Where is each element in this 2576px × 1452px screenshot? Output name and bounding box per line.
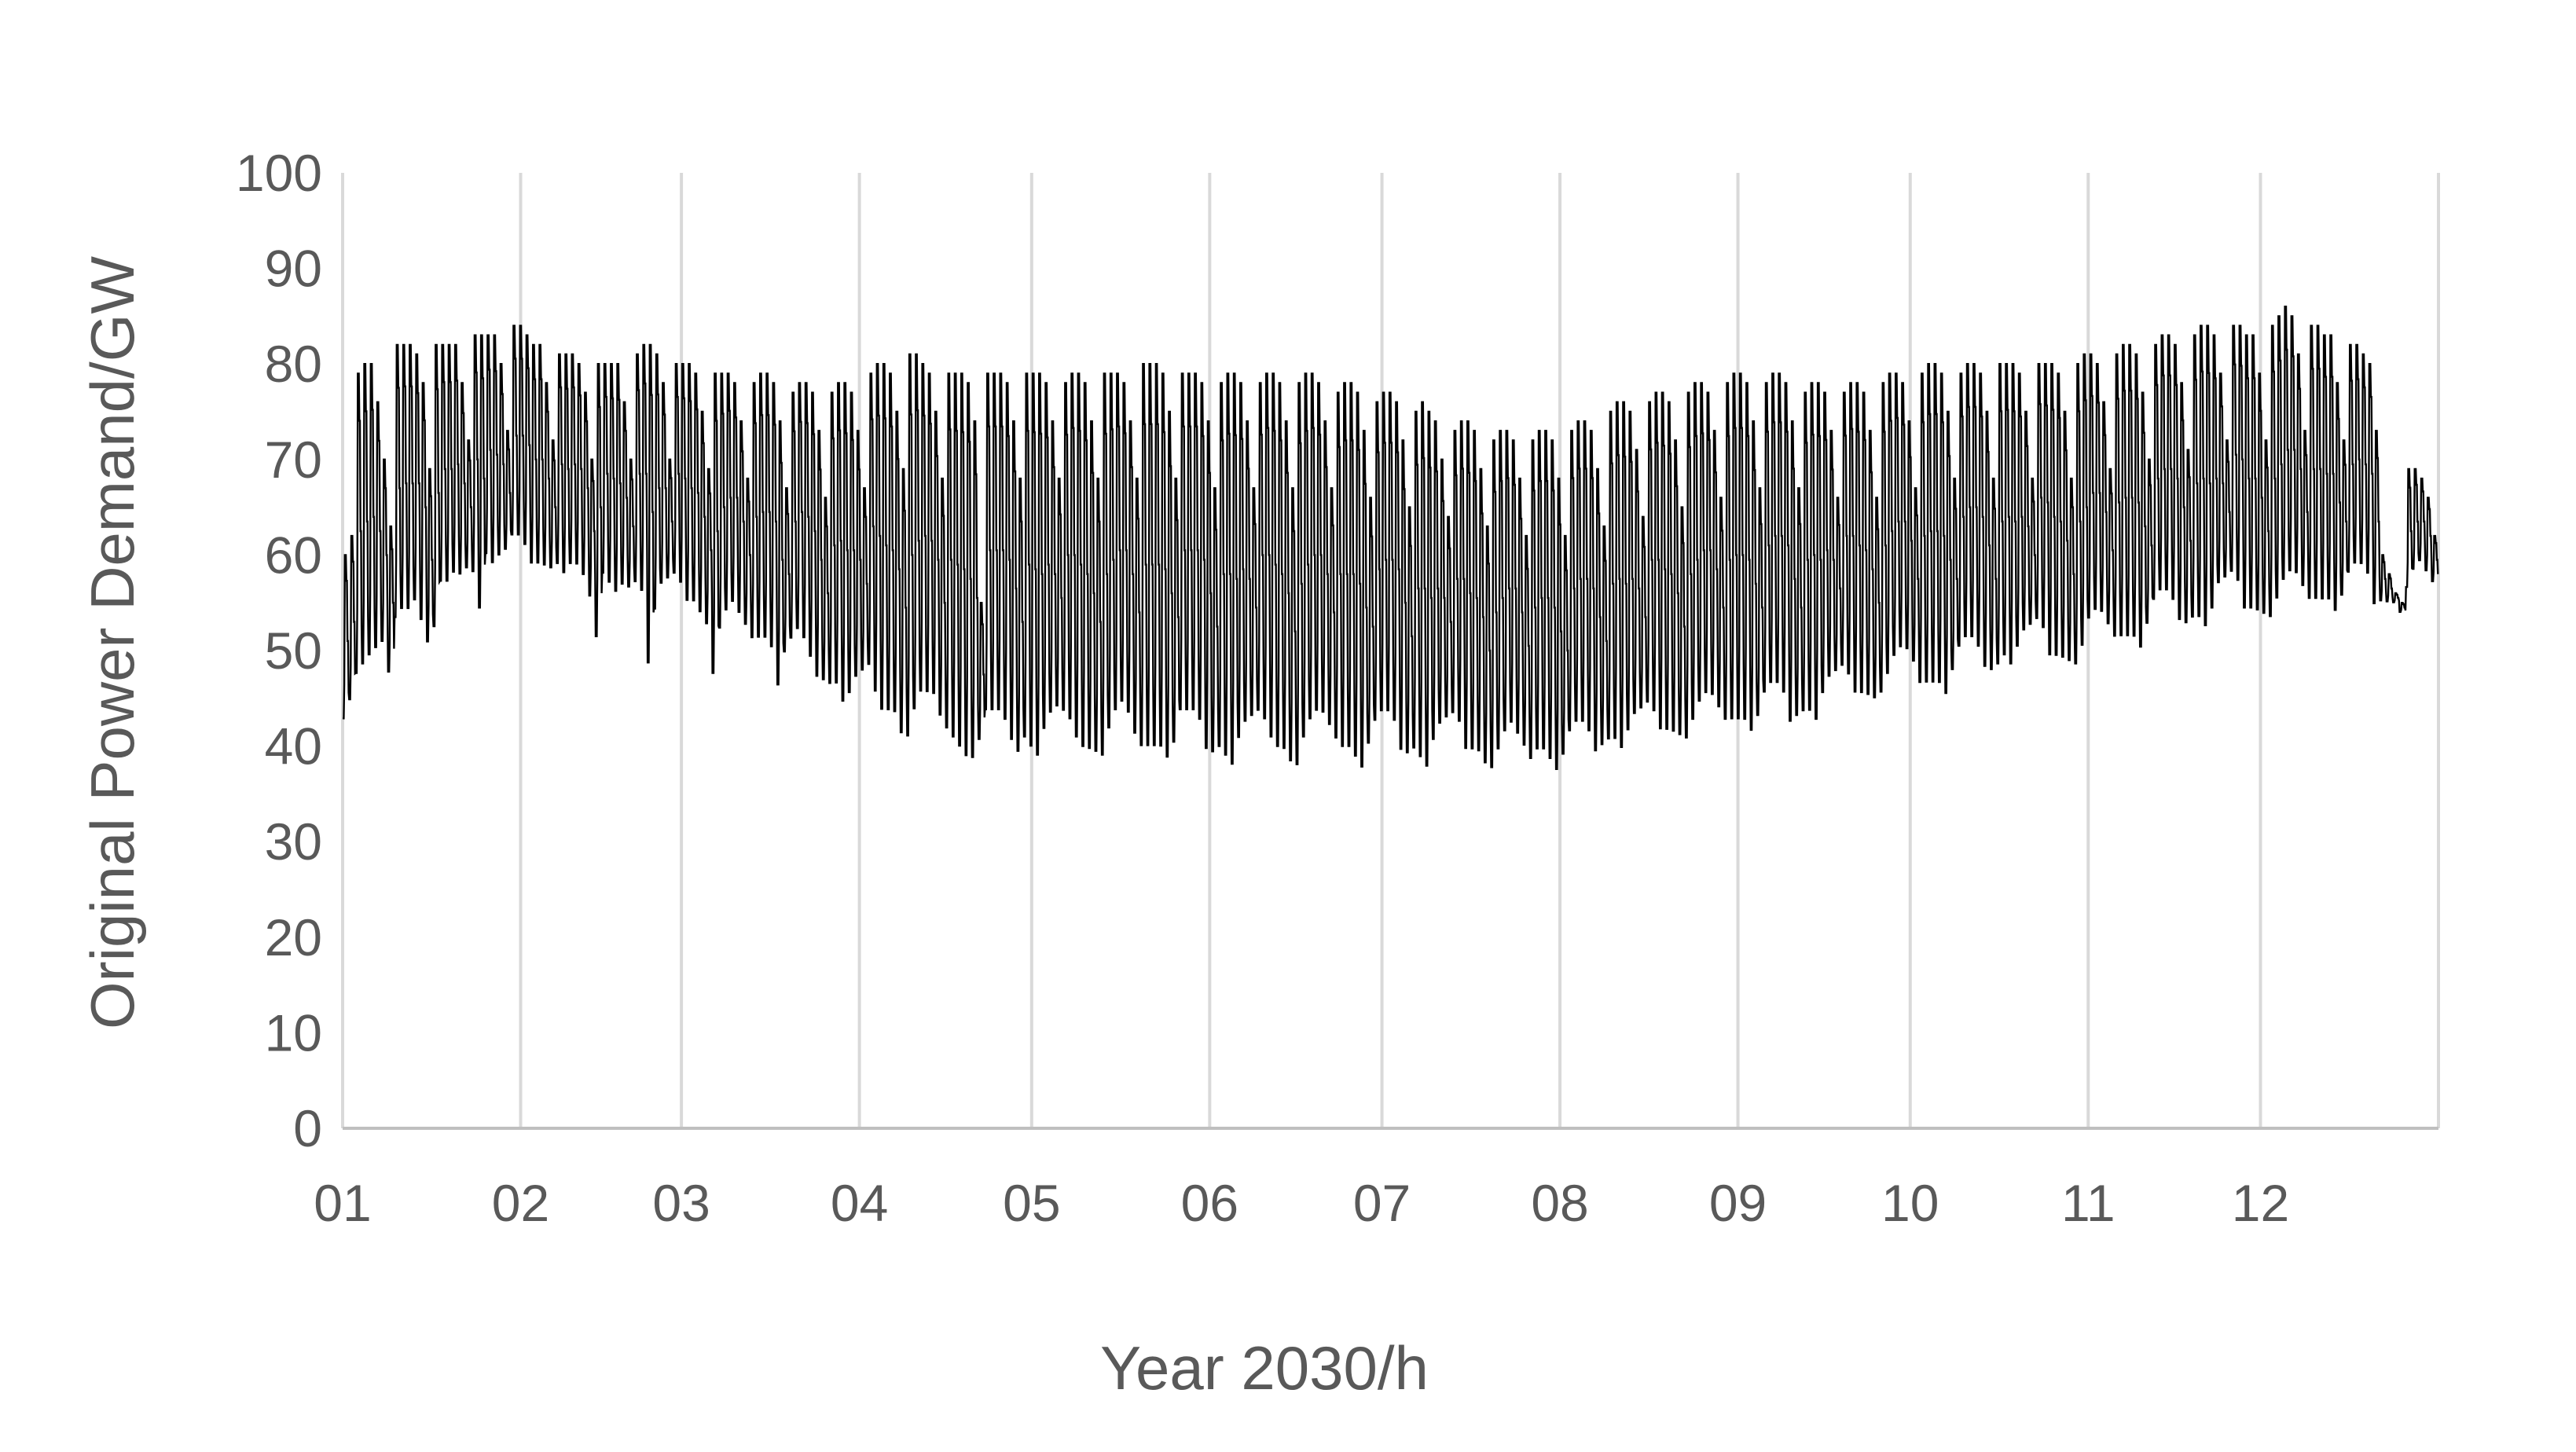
x-tick-label: 08: [1531, 1174, 1588, 1232]
x-tick-label: 07: [1353, 1174, 1411, 1232]
vertical-gridlines: [341, 173, 2440, 1128]
y-axis-ticks: 0 10 20 30 40 50 60 70 80 90 100: [236, 144, 322, 1157]
y-tick-label: 30: [265, 812, 322, 871]
x-tick-label: 03: [652, 1174, 710, 1232]
y-tick-label: 20: [265, 908, 322, 966]
y-tick-label: 100: [236, 144, 322, 202]
x-tick-label: 04: [831, 1174, 888, 1232]
x-axis-title: Year 2030/h: [1100, 1333, 1429, 1402]
x-tick-label: 02: [492, 1174, 549, 1232]
x-tick-label: 10: [1881, 1174, 1939, 1232]
x-tick-label: 11: [2061, 1174, 2115, 1232]
x-tick-label: 05: [1003, 1174, 1060, 1232]
y-tick-label: 0: [293, 1099, 322, 1157]
x-axis-ticks: 01 02 03 04 05 06 07 08 09 10 11 12: [314, 1174, 2289, 1232]
x-tick-label: 12: [2232, 1174, 2289, 1232]
y-tick-label: 10: [265, 1003, 322, 1062]
x-tick-label: 06: [1181, 1174, 1238, 1232]
y-tick-label: 40: [265, 717, 322, 776]
x-tick-label: 01: [314, 1174, 371, 1232]
y-tick-label: 50: [265, 622, 322, 680]
x-tick-label: 09: [1709, 1174, 1767, 1232]
y-tick-label: 60: [265, 526, 322, 584]
series-line-power-demand: [343, 306, 2439, 770]
power-demand-series: [343, 306, 2439, 770]
y-tick-label: 70: [265, 431, 322, 489]
y-tick-label: 90: [265, 240, 322, 298]
y-axis-title: Original Power Demand/GW: [78, 256, 147, 1029]
y-tick-label: 80: [265, 335, 322, 393]
